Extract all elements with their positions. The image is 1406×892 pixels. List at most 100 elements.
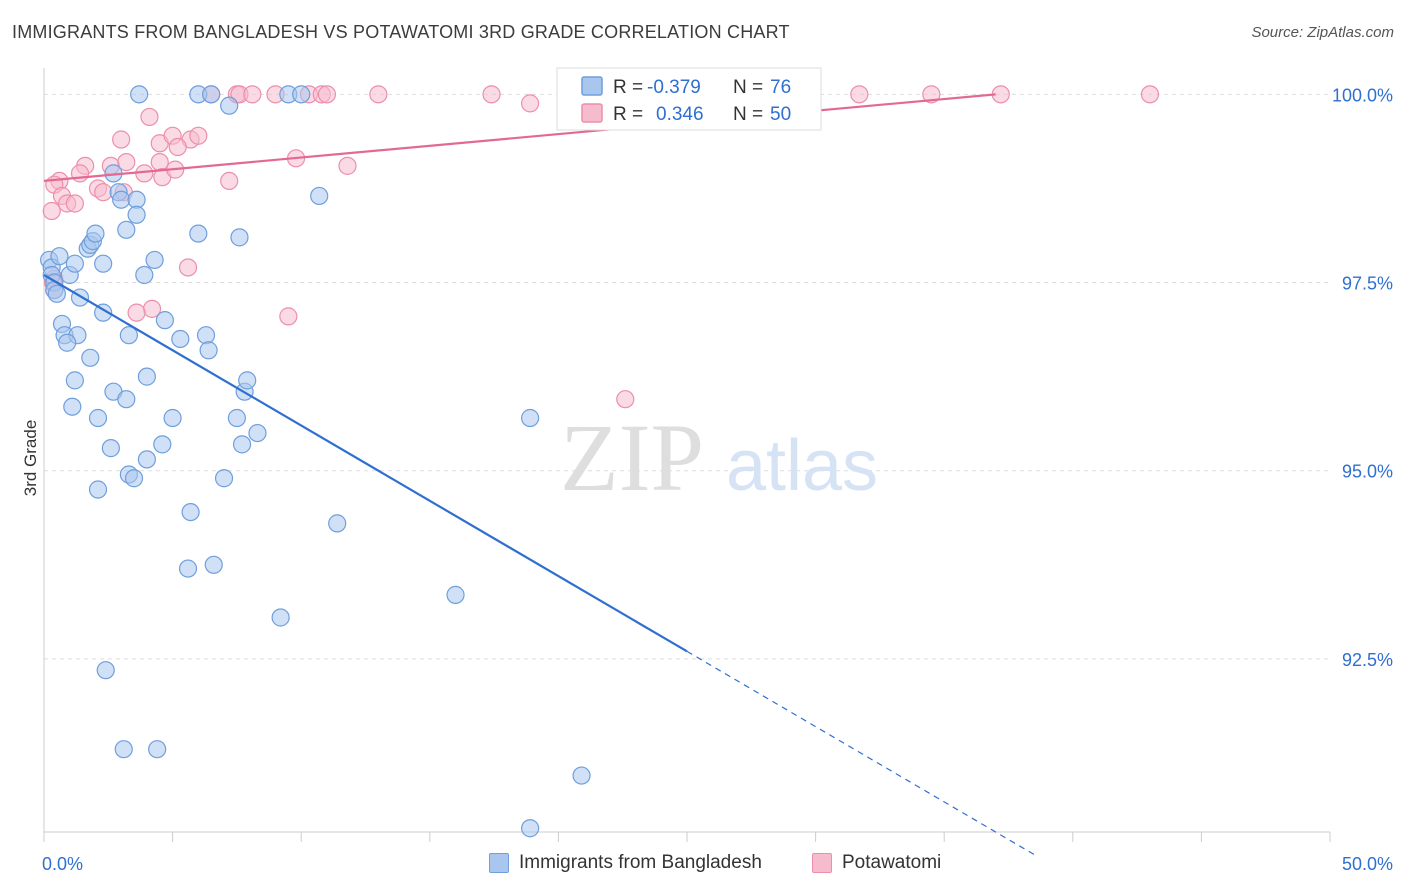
stats-n-label-1: N = — [733, 77, 763, 98]
bangladesh-point — [178, 559, 198, 578]
bangladesh-point — [238, 371, 257, 390]
bangladesh-point — [124, 469, 144, 488]
bangladesh-point — [58, 333, 77, 352]
potawatomi-point — [127, 303, 146, 322]
potawatomi-point — [369, 85, 388, 104]
potawatomi-point — [338, 156, 357, 175]
bangladesh-point — [145, 250, 164, 270]
watermark-zip: ZIP — [560, 404, 704, 511]
bangladesh-point — [202, 85, 221, 104]
bangladesh-point — [271, 608, 290, 627]
bangladesh-point — [163, 408, 182, 428]
y-tick-label: 100.0% — [1332, 85, 1393, 105]
bangladesh-point — [96, 661, 115, 680]
bangladesh-point — [65, 371, 84, 390]
potawatomi-point — [112, 130, 131, 149]
potawatomi-point — [850, 85, 869, 104]
bangladesh-point — [572, 766, 591, 785]
potawatomi-point — [178, 258, 198, 277]
bangladesh-point — [310, 186, 329, 206]
potawatomi-point — [1140, 85, 1160, 104]
stats-r-label-1: R = — [613, 77, 643, 98]
bangladesh-point — [117, 220, 136, 239]
tick-labels: 92.5% 95.0% 97.5% 100.0% 0.0% 50.0% — [42, 85, 1393, 874]
bangladesh-point — [521, 819, 540, 838]
bangladesh-point — [227, 408, 246, 428]
bangladesh-point — [214, 469, 234, 488]
legend-item-bangladesh: Immigrants from Bangladesh — [489, 852, 762, 874]
potawatomi-point — [482, 85, 501, 104]
bangladesh-point — [65, 254, 84, 273]
bangladesh-point — [155, 311, 174, 330]
legend-label-potawatomi: Potawatomi — [842, 852, 942, 873]
potawatomi-point — [317, 85, 337, 104]
bangladesh-point — [86, 224, 105, 243]
potawatomi-point — [117, 152, 136, 172]
stats-swatch-pink — [581, 103, 603, 123]
bangladesh-point — [521, 408, 540, 428]
bangladesh-point — [232, 435, 252, 454]
stats-r-value-1: -0.379 — [647, 77, 701, 98]
bangladesh-point — [137, 367, 156, 386]
bangladesh-point — [119, 326, 138, 345]
x-tick-label-min: 0.0% — [42, 854, 83, 874]
y-tick-label: 97.5% — [1342, 274, 1393, 294]
bangladesh-point — [153, 435, 172, 454]
potawatomi-point — [42, 201, 61, 221]
bangladesh-point — [47, 284, 66, 303]
x-tick-label-max: 50.0% — [1342, 854, 1393, 874]
bangladesh-point — [117, 390, 136, 409]
bangladesh-point — [127, 190, 146, 209]
bangladesh-trend-extension — [686, 650, 1035, 856]
bangladesh-point — [88, 408, 108, 428]
bangladesh-point — [114, 740, 133, 759]
legend-label-bangladesh: Immigrants from Bangladesh — [519, 852, 762, 873]
chart-source: Source: ZipAtlas.com — [1251, 24, 1394, 41]
bangladesh-point — [94, 254, 113, 273]
legend-swatch-bangladesh — [489, 853, 509, 873]
legend-item-potawatomi: Potawatomi — [812, 852, 941, 874]
bangladesh-point — [199, 341, 218, 360]
potawatomi-point — [922, 85, 941, 104]
bangladesh-point — [148, 740, 167, 759]
bangladesh-point — [127, 205, 146, 224]
potawatomi-point — [189, 126, 208, 145]
bangladesh-point — [328, 514, 347, 533]
bangladesh-point — [230, 228, 249, 247]
stats-legend: R = -0.379 N = 76 R = 0.346 N = 50 — [556, 67, 822, 131]
bangladesh-point — [446, 585, 465, 604]
chart-title: IMMIGRANTS FROM BANGLADESH VS POTAWATOMI… — [12, 22, 790, 42]
bangladesh-point — [171, 329, 190, 349]
potawatomi-point — [168, 137, 187, 157]
bangladesh-point — [220, 96, 239, 115]
bangladesh-trend-line — [43, 274, 688, 653]
potawatomi-point — [243, 85, 262, 104]
potawatomi-point — [616, 390, 635, 409]
y-tick-label: 95.0% — [1342, 462, 1393, 482]
bangladesh-point — [101, 439, 120, 458]
stats-n-value-2: 50 — [770, 104, 791, 125]
bangladesh-point — [88, 480, 108, 499]
potawatomi-trend-line — [43, 93, 996, 183]
bangladesh-point — [50, 247, 69, 266]
watermark-atlas: atlas — [726, 426, 878, 506]
potawatomi-point — [70, 164, 90, 183]
series-legend: Immigrants from Bangladesh Potawatomi — [0, 852, 1406, 876]
stats-n-value-1: 76 — [770, 77, 791, 98]
axes — [43, 68, 1331, 842]
trend-lines — [43, 93, 1035, 856]
bangladesh-point — [130, 85, 149, 104]
stats-r-value-2: 0.346 — [656, 104, 704, 125]
bangladesh-point — [112, 190, 131, 209]
stats-swatch-blue — [581, 76, 603, 96]
stats-n-label-2: N = — [733, 104, 763, 125]
bangladesh-point — [135, 265, 154, 285]
bangladesh-point — [181, 502, 200, 522]
y-tick-label: 92.5% — [1342, 650, 1393, 670]
bangladesh-point — [196, 326, 216, 345]
bangladesh-point — [137, 450, 156, 469]
bangladesh-point — [189, 224, 208, 243]
bangladesh-point — [81, 348, 100, 367]
legend-swatch-potawatomi — [812, 853, 832, 873]
